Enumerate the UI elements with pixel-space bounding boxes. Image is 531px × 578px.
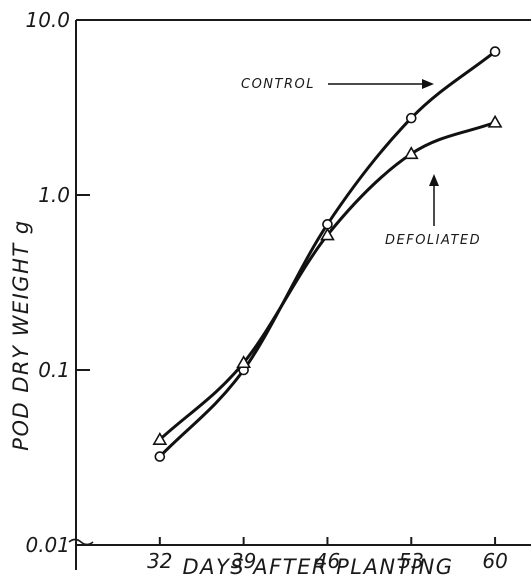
point-defoliated-46 [320,227,335,241]
annotation-label-control: CONTROL [241,77,315,92]
series-defoliated [152,114,503,445]
point-defoliated-60 [487,114,503,128]
point-control-46 [322,219,333,230]
series-line-defoliated [158,120,497,442]
point-defoliated-53 [403,146,419,160]
y-tick-label-1-0: 1.0 [38,183,70,207]
series-control [154,46,501,462]
annotation-defoliated: DEFOLIATED [385,174,481,248]
annotation-arrowhead [429,174,439,186]
y-tick-label-10-0: 10.0 [25,8,70,32]
series-layer [152,46,503,462]
x-axis-label: DAYS AFTER PLANTING [182,555,453,578]
x-tick-label-32: 32 [147,549,172,573]
y-tick-label-0-01: 0.01 [25,533,70,557]
annotations: CONTROL DEFOLIATED [241,77,481,248]
y-tick-label-0-1: 0.1 [38,358,70,382]
y-axis-label: POD DRY WEIGHT g [9,219,33,450]
point-defoliated-32 [152,432,168,445]
annotation-label-defoliated: DEFOLIATED [385,233,481,248]
x-tick-label-60: 60 [482,549,507,573]
point-defoliated-39 [236,355,252,369]
y-ticks: 0.01 0.1 1.0 10.0 [25,8,94,557]
annotation-arrowhead [422,79,434,89]
point-control-32 [154,451,166,462]
x-tick-label-39: 39 [231,549,256,573]
point-control-60 [489,46,501,57]
axes [75,19,531,570]
point-control-53 [405,112,417,124]
x-tick-label-53: 53 [399,549,424,573]
annotation-control: CONTROL [241,77,434,92]
x-ticks: 32 39 46 53 60 [147,537,508,573]
x-tick-label-46: 46 [315,549,340,573]
axis-break-mark [68,538,94,546]
